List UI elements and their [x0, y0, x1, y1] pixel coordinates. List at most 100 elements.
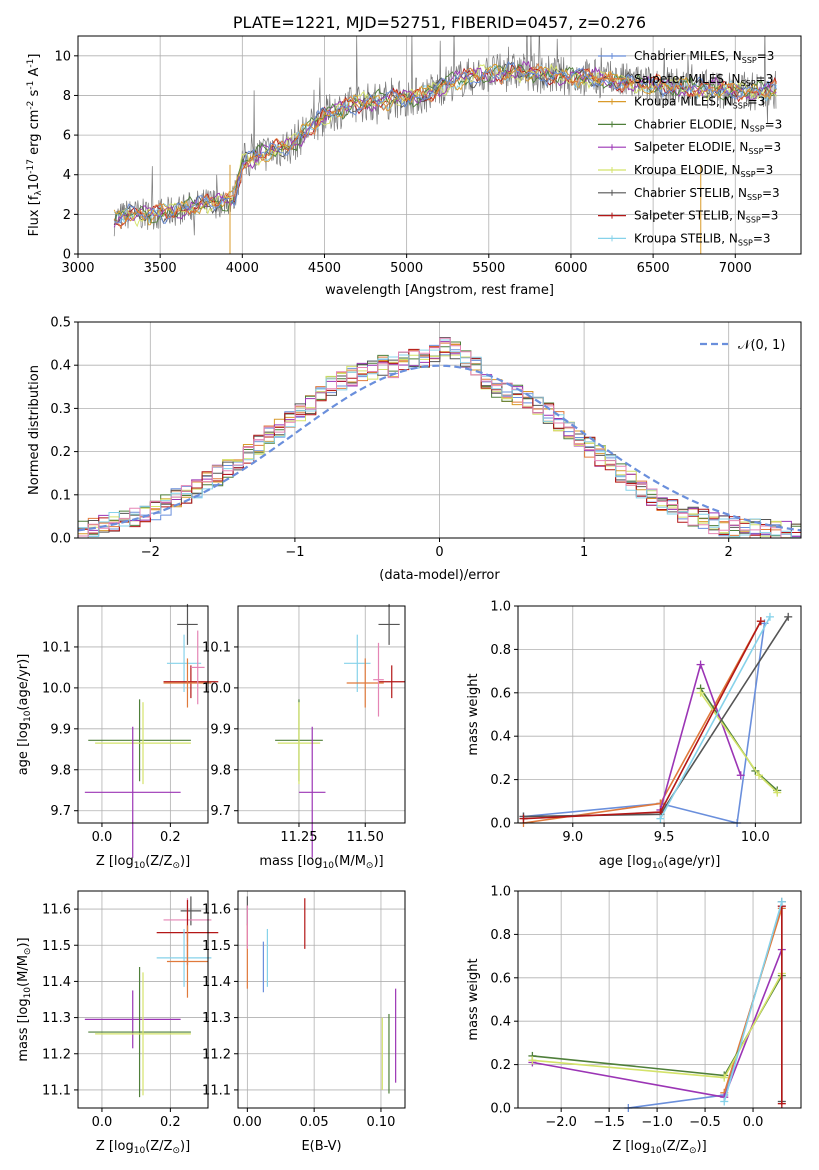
- legend-label: Salpeter ELODIE, NSSP=3: [634, 140, 781, 156]
- errorbar-point: [177, 603, 198, 645]
- legend-item: Salpeter ELODIE, NSSP=3: [598, 140, 781, 156]
- mw_vs_Z-xlabel: Z [log10(Z/Z⊙)]: [612, 1139, 706, 1156]
- x-tick-label: 3000: [61, 261, 94, 276]
- mw_vs_Z-ylabel: mass weight: [466, 958, 481, 1040]
- legend-label: Salpeter STELIB, NSSP=3: [634, 209, 778, 225]
- x-tick-label: −2.0: [545, 1115, 577, 1130]
- y-tick-label: 11.2: [202, 1047, 231, 1062]
- mw_vs_age-frame: [517, 605, 802, 824]
- y-tick-label: 11.3: [42, 1011, 71, 1026]
- age_vs_Z-frame: [77, 605, 209, 824]
- mw_vs_age-ylabel: mass weight: [466, 673, 481, 755]
- legend-label: Chabrier ELODIE, NSSP=3: [634, 117, 782, 133]
- x-tick-label: 6500: [637, 261, 670, 276]
- x-tick-label: 0.0: [743, 1115, 764, 1130]
- mw-marker: [656, 814, 665, 823]
- legend-item: 𝒩(0, 1): [700, 338, 785, 353]
- mw-line-kroupa-stelib: [659, 616, 771, 820]
- legend-label: Salpeter MILES, NSSP=3: [634, 72, 773, 88]
- legend-label: Chabrier MILES, NSSP=3: [634, 49, 774, 65]
- y-tick-label: 0.2: [50, 445, 71, 460]
- errorbar-point: [346, 658, 384, 708]
- residuals-ylabel: Normed distribution: [27, 365, 42, 495]
- legend-item: Chabrier MILES, NSSP=3: [598, 49, 774, 65]
- errorbar-point: [163, 665, 219, 699]
- mass_vs_ebv-frame: [237, 890, 406, 1109]
- y-tick-label: 9.9: [50, 722, 71, 737]
- mw-marker: [777, 897, 786, 906]
- mw-marker: [696, 660, 705, 669]
- y-tick-label: 11.1: [202, 1083, 231, 1098]
- y-tick-label: 10.1: [42, 640, 71, 655]
- y-tick-label: 10.0: [42, 681, 71, 696]
- mw-marker: [765, 612, 774, 621]
- mass_vs_Z-ylabel: mass [log10(M/M⊙)]: [16, 937, 33, 1061]
- mass_vs_Z-xlabel: Z [log10(Z/Z⊙)]: [96, 1139, 190, 1156]
- legend-item: Chabrier ELODIE, NSSP=3: [598, 117, 782, 133]
- spectrum-model-salpeter-miles: [113, 63, 777, 230]
- mw-marker: [720, 1097, 729, 1106]
- legend-label: Chabrier STELIB, NSSP=3: [634, 186, 780, 202]
- errorbar-point: [378, 665, 405, 699]
- spectrum-ylabel: Flux [fλ10-17 erg cm-2 s-1 A-1]: [26, 54, 44, 237]
- y-tick-label: 0: [63, 248, 71, 263]
- errorbar-point: [88, 699, 191, 782]
- y-tick-label: 1.0: [490, 885, 511, 900]
- x-tick-label: 0.0: [92, 830, 113, 845]
- x-tick-label: 6000: [554, 261, 587, 276]
- y-tick-label: 0.6: [490, 686, 511, 701]
- errorbar-point: [95, 972, 191, 1096]
- legend-label: Kroupa ELODIE, NSSP=3: [634, 163, 773, 179]
- legend-item: Kroupa ELODIE, NSSP=3: [598, 163, 773, 179]
- x-tick-label: 0.2: [160, 1115, 181, 1130]
- errorbar-point: [84, 726, 181, 858]
- x-tick-label: 0.10: [366, 1115, 395, 1130]
- x-tick-label: 1: [580, 545, 588, 560]
- mw-marker: [784, 612, 793, 621]
- x-tick-label: −2: [141, 545, 160, 560]
- y-tick-label: 0.3: [50, 402, 71, 417]
- errorbar-point: [378, 603, 400, 645]
- mw-line-salpeter-miles: [523, 620, 762, 824]
- mw-line-kroupa-elodie: [699, 692, 778, 794]
- y-tick-label: 11.6: [202, 903, 231, 918]
- mw-line-salpeter-stelib: [523, 620, 762, 820]
- errorbar-point: [156, 928, 212, 987]
- residuals-xlabel: (data-model)/error: [379, 568, 500, 583]
- y-tick-label: 11.5: [42, 939, 71, 954]
- legend-item: Kroupa MILES, NSSP=3: [598, 95, 765, 111]
- y-tick-label: 6: [63, 129, 71, 144]
- errorbar-point: [298, 726, 326, 858]
- x-tick-label: 0.0: [92, 1115, 113, 1130]
- x-tick-label: 9.0: [562, 830, 583, 845]
- y-tick-label: 0.2: [490, 773, 511, 788]
- spectrum-model-kroupa-miles: [113, 63, 777, 226]
- y-tick-label: 0.8: [490, 928, 511, 943]
- x-tick-label: 0.00: [233, 1115, 262, 1130]
- y-tick-label: 11.2: [42, 1047, 71, 1062]
- y-tick-label: 9.7: [210, 804, 231, 819]
- y-tick-label: 9.8: [210, 763, 231, 778]
- y-tick-label: 10: [54, 49, 71, 64]
- x-tick-label: 0.2: [160, 830, 181, 845]
- x-tick-label: 3500: [144, 261, 177, 276]
- y-tick-label: 4: [63, 168, 71, 183]
- errorbar-point: [163, 658, 212, 708]
- y-tick-label: 11.1: [42, 1083, 71, 1098]
- age_vs_mass-xlabel: mass [log10(M/M⊙)]: [259, 854, 383, 871]
- y-tick-label: 0.6: [490, 971, 511, 986]
- y-tick-label: 0.1: [50, 488, 71, 503]
- y-tick-label: 10.0: [202, 681, 231, 696]
- legend-item: Salpeter STELIB, NSSP=3: [598, 209, 778, 225]
- x-tick-label: −1: [285, 545, 304, 560]
- x-tick-label: 2: [725, 545, 733, 560]
- mass_vs_Z-frame: [77, 890, 209, 1109]
- y-tick-label: 0.4: [50, 359, 71, 374]
- errorbar-point: [180, 896, 202, 926]
- legend-label: Kroupa STELIB, NSSP=3: [634, 231, 771, 247]
- mass_vs_ebv-xlabel: E(B-V): [301, 1139, 341, 1154]
- x-tick-label: 5500: [472, 261, 505, 276]
- legend-item: Kroupa STELIB, NSSP=3: [598, 231, 771, 247]
- age_vs_Z-xlabel: Z [log10(Z/Z⊙)]: [96, 854, 190, 871]
